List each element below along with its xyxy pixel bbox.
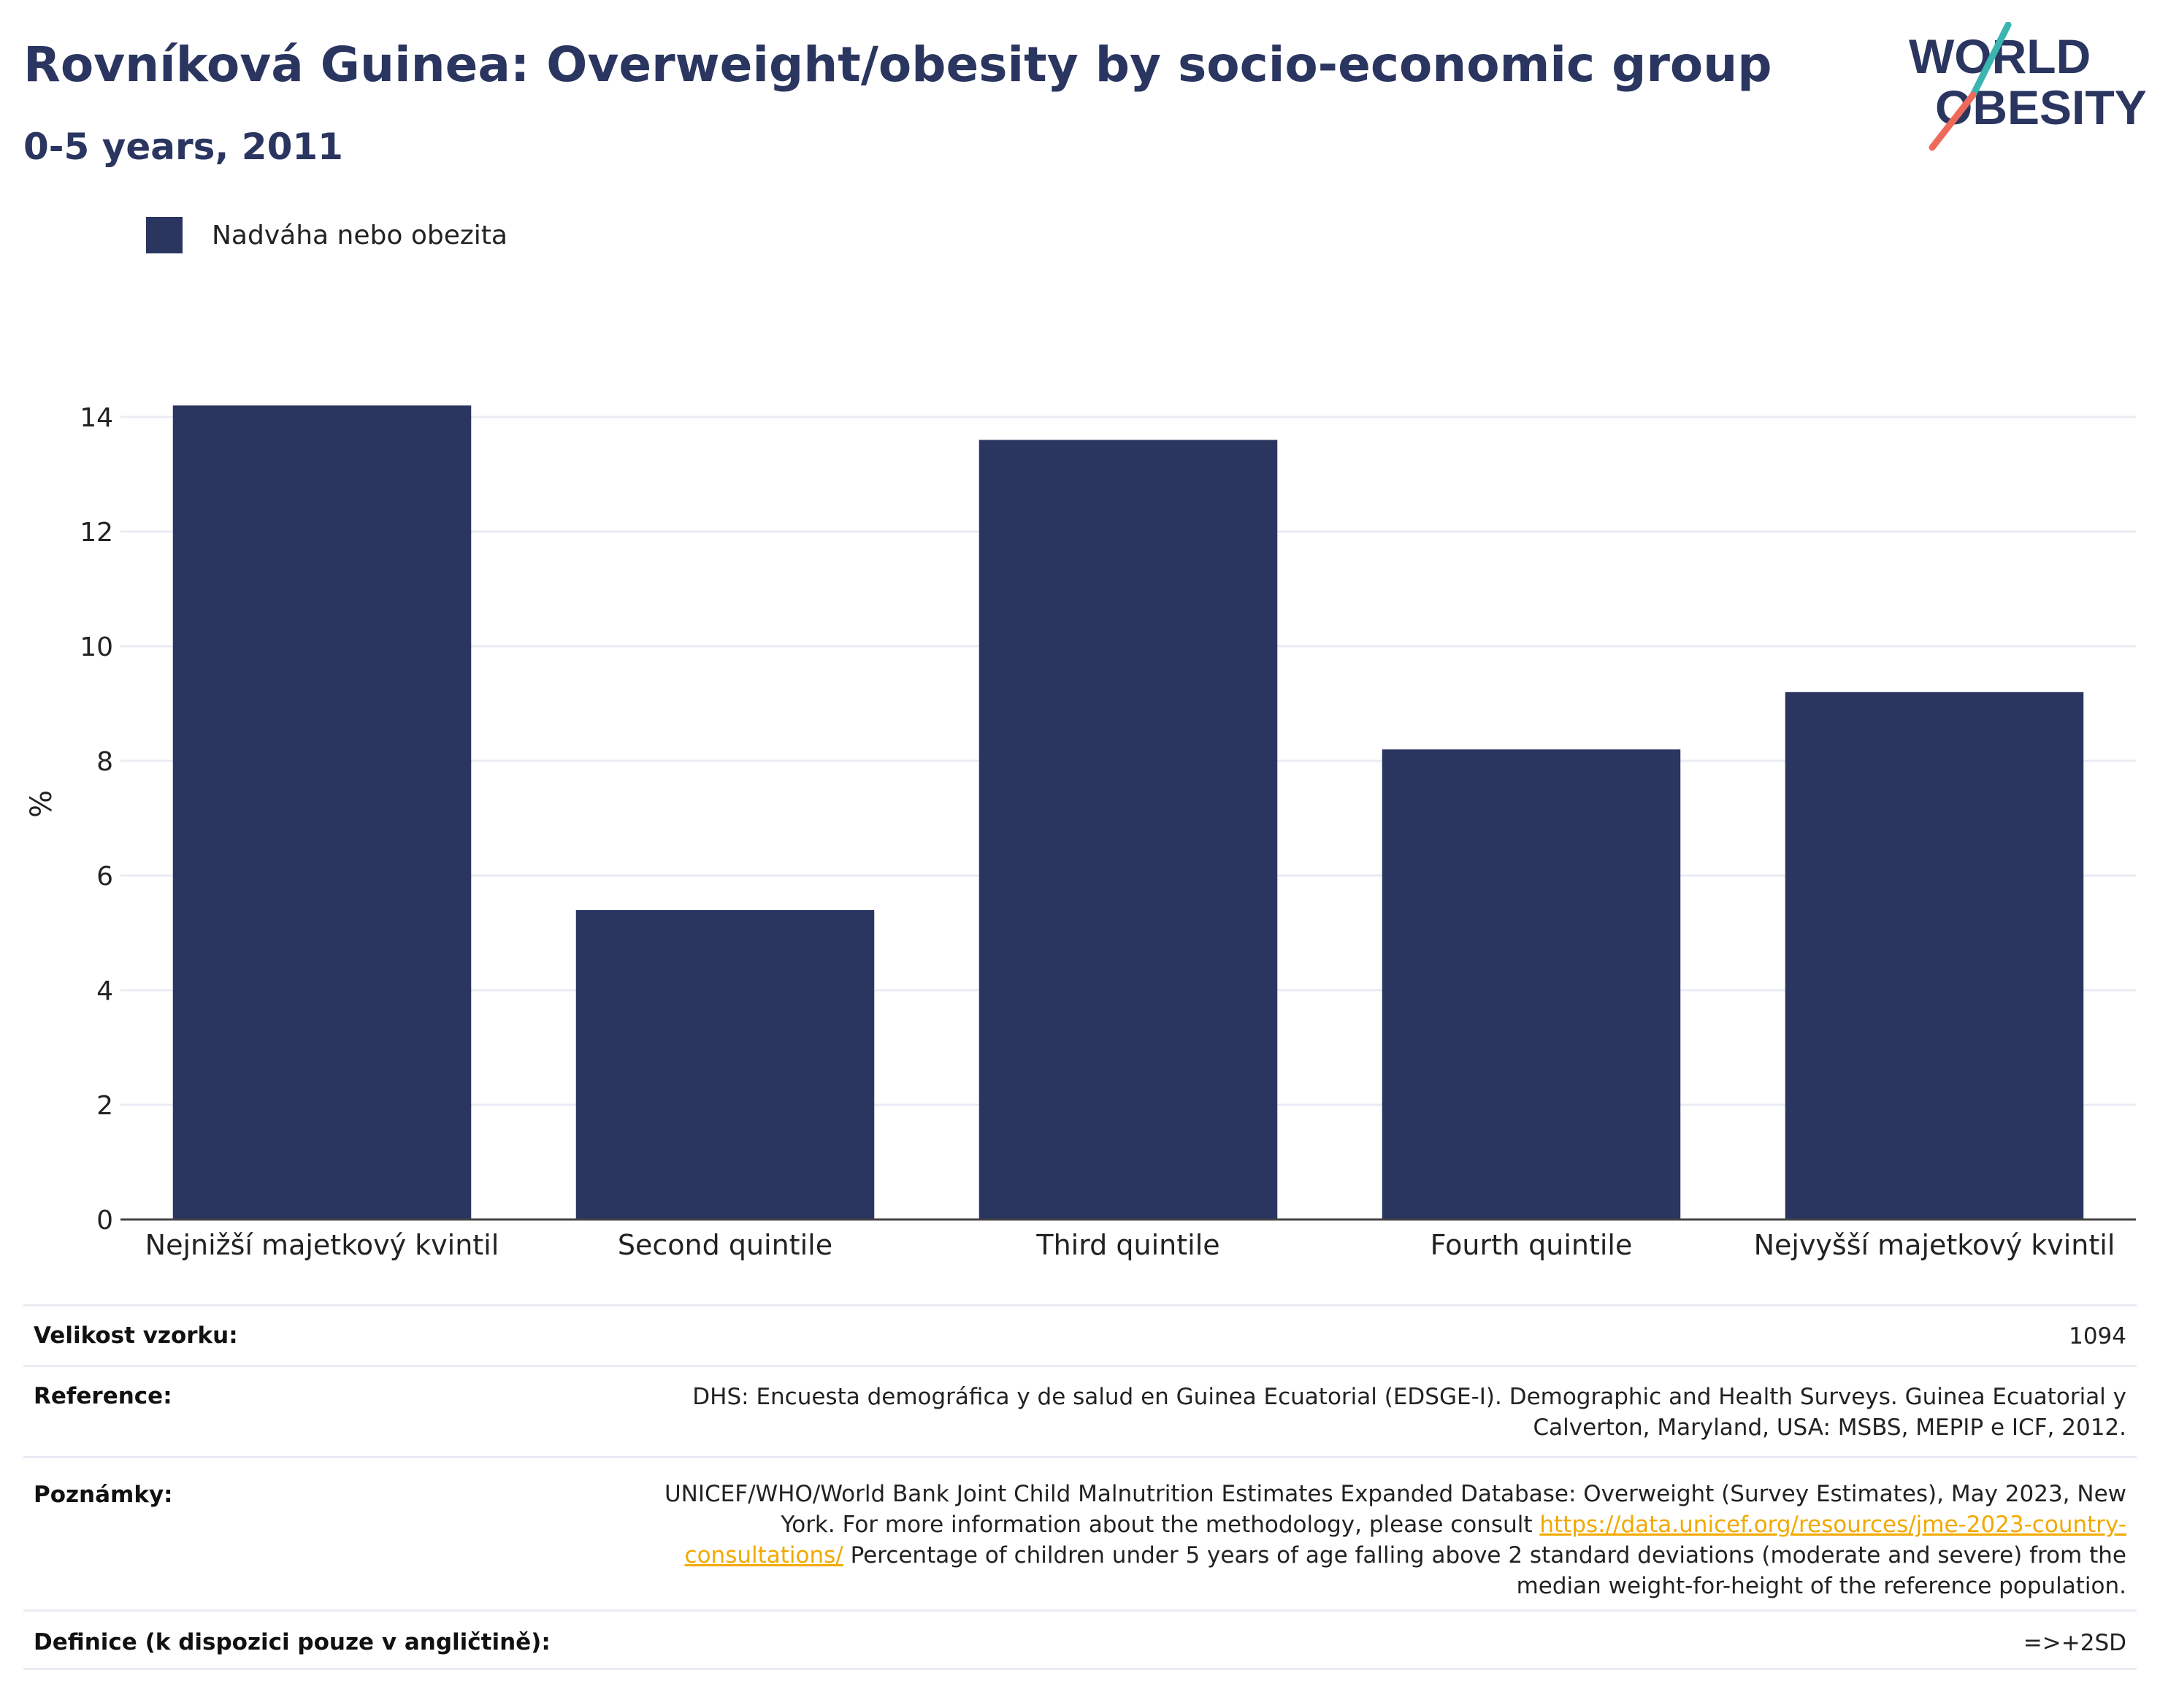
page-subtitle: 0-5 years, 2011 [23,126,343,168]
page-title: Rovníková Guinea: Overweight/obesity by … [23,37,1772,93]
y-tick-label: 12 [80,518,113,548]
bar[interactable] [172,405,472,1219]
logo-text-obesity: OBESITY [1935,80,2147,134]
x-tick-label: Fourth quintile [1431,1229,1633,1261]
metadata-table: Velikost vzorku: 1094 Reference: DHS: En… [23,1304,2137,1670]
y-tick-label: 8 [96,747,113,777]
y-axis-label: % [25,790,58,818]
bars [172,405,2084,1219]
chart-legend[interactable]: Nadváha nebo obezita [146,215,508,256]
notes-text-before: UNICEF/WHO/World Bank Joint Child Malnut… [664,1481,2126,1538]
reference-label: Reference: [34,1383,172,1409]
reference-row: Reference: DHS: Encuesta demográfica y d… [23,1365,2137,1456]
bar-chart: 0 2 4 6 8 10 12 14% Nejnižší majetkový kvintil Se… [25,403,2136,1261]
definition-label: Definice (k dispozici pouze v angličtině… [34,1629,551,1655]
notes-row: Poznámky: UNICEF/WHO/World Bank Joint Ch… [23,1456,2137,1609]
sample-size-row: Velikost vzorku: 1094 [23,1304,2137,1365]
axes: 0 2 4 6 8 10 12 14% Nejnižší majetkový kvintil Se… [25,403,2136,1261]
notes-value: UNICEF/WHO/World Bank Joint Child Malnut… [629,1479,2126,1601]
x-tick-label: Nejnižší majetkový kvintil [145,1229,499,1261]
world-obesity-logo: WORLD OBESITY [1909,22,2147,151]
y-tick-label: 14 [80,403,113,433]
y-tick-label: 2 [96,1091,113,1121]
bar[interactable] [1382,749,1681,1219]
notes-link[interactable]: https://data.unicef.org/resources/jme-20… [684,1512,2126,1569]
logo-slash-teal [1969,22,2012,99]
x-tick-label: Third quintile [1035,1229,1219,1261]
notes-label: Poznámky: [34,1482,173,1508]
x-tick-label: Nejvyšší majetkový kvintil [1754,1229,2115,1261]
notes-text-after: Percentage of children under 5 years of … [843,1542,2126,1599]
y-tick-label: 6 [96,862,113,892]
bar[interactable] [575,910,875,1219]
y-tick-label: 0 [96,1206,113,1236]
logo-slash-coral [1929,91,1977,151]
x-tick-label: Second quintile [618,1229,832,1261]
sample-size-label: Velikost vzorku: [34,1322,238,1349]
y-tick-label: 4 [96,976,113,1006]
y-tick-label: 10 [80,632,113,662]
legend-swatch [146,217,183,253]
sample-size-value: 1094 [2069,1323,2126,1349]
bar[interactable] [1785,692,2084,1219]
legend-label: Nadváha nebo obezita [212,220,508,250]
definition-value: =>+2SD [2023,1630,2126,1656]
reference-value: DHS: Encuesta demográfica y de salud en … [692,1384,2126,1441]
bar[interactable] [978,440,1278,1219]
definition-row: Definice (k dispozici pouze v angličtině… [23,1609,2137,1670]
